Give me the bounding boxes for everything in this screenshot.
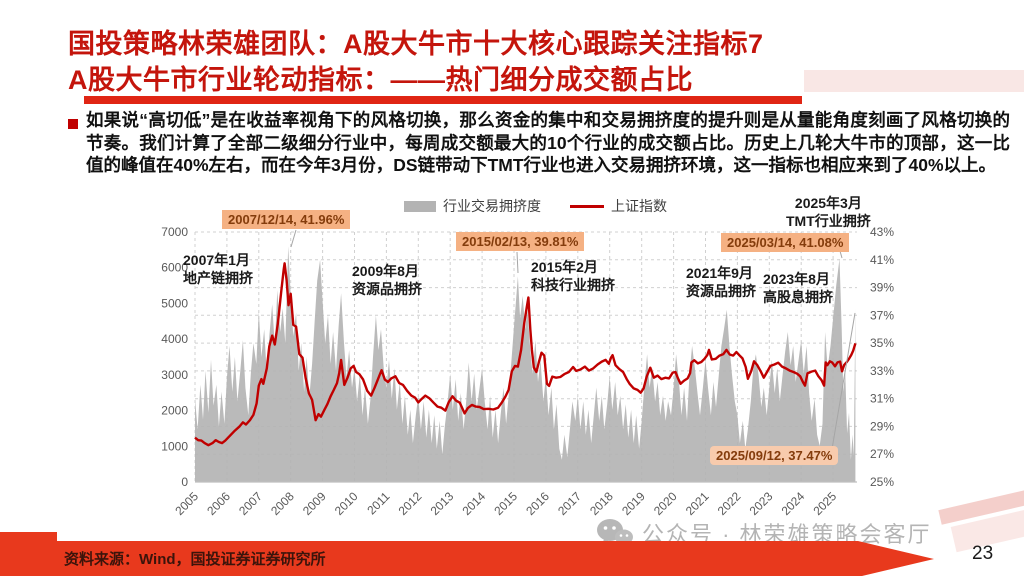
body-paragraph: 如果说“高切低”是在收益率视角下的风格切换，那么资金的集中和交易拥挤度的提升则是… — [86, 110, 1010, 175]
callout-2025-september: 2025/09/12, 37.47% — [710, 446, 839, 465]
svg-text:1000: 1000 — [161, 439, 188, 453]
svg-text:25%: 25% — [870, 475, 894, 489]
title-underline — [84, 96, 802, 104]
annotation-2015-tech: 2015年2月 科技行业拥挤 — [531, 259, 615, 293]
svg-text:4000: 4000 — [161, 332, 188, 346]
svg-text:35%: 35% — [870, 336, 894, 350]
svg-text:2005: 2005 — [172, 489, 201, 518]
svg-text:7000: 7000 — [161, 225, 188, 239]
bullet-marker — [68, 119, 78, 129]
slide-title-line1: 国投策略林荣雄团队：A股大牛市十大核心跟踪关注指标7 — [68, 29, 764, 59]
svg-text:2010: 2010 — [332, 489, 361, 518]
svg-text:2016: 2016 — [523, 489, 552, 518]
svg-text:2008: 2008 — [268, 489, 297, 518]
annotation-2009-resources: 2009年8月 资源品拥挤 — [352, 263, 422, 297]
callout-2007-peak: 2007/12/14, 41.96% — [222, 210, 351, 229]
svg-text:2012: 2012 — [396, 489, 425, 518]
svg-text:33%: 33% — [870, 364, 894, 378]
svg-text:2023: 2023 — [747, 489, 776, 518]
page-number: 23 — [972, 543, 994, 564]
legend-label-index: 上证指数 — [611, 198, 667, 214]
svg-text:2017: 2017 — [555, 489, 584, 518]
svg-text:2000: 2000 — [161, 404, 188, 418]
wechat-icon — [597, 519, 633, 547]
svg-text:2018: 2018 — [587, 489, 616, 518]
callout-2015-peak: 2015/02/13, 39.81% — [456, 232, 585, 251]
svg-text:2020: 2020 — [651, 489, 680, 518]
line-legend-swatch — [570, 204, 604, 208]
svg-text:5000: 5000 — [161, 296, 188, 310]
annotation-2023-dividend: 2023年8月 高股息拥挤 — [763, 271, 833, 305]
svg-text:2011: 2011 — [364, 489, 392, 517]
watermark-text: 公众号 · 林荣雄策略会客厅 — [642, 522, 932, 547]
svg-text:2013: 2013 — [428, 489, 457, 518]
slide-title-line2: A股大牛市行业轮动指标：——热门细分成交额占比 — [68, 65, 693, 95]
title-decorative-band — [804, 70, 1024, 92]
svg-text:41%: 41% — [870, 253, 894, 267]
svg-text:2014: 2014 — [459, 489, 488, 518]
svg-text:2025: 2025 — [810, 489, 839, 518]
svg-text:3000: 3000 — [161, 368, 188, 382]
svg-text:2009: 2009 — [300, 489, 329, 518]
svg-text:29%: 29% — [870, 419, 894, 433]
svg-text:2007: 2007 — [236, 489, 265, 518]
svg-text:43%: 43% — [870, 225, 894, 239]
svg-text:27%: 27% — [870, 447, 894, 461]
annotation-2007-property: 2007年1月 地产链拥挤 — [183, 252, 253, 286]
svg-text:2021: 2021 — [683, 489, 712, 518]
source-note: 资料来源：Wind，国投证券证券研究所 — [64, 551, 326, 568]
svg-text:2022: 2022 — [715, 489, 744, 518]
svg-text:2019: 2019 — [619, 489, 648, 518]
annotation-2021-resources: 2021年9月 资源品拥挤 — [686, 265, 756, 299]
annotation-2025-tmt: 2025年3月 TMT行业拥挤 — [786, 195, 871, 229]
svg-text:31%: 31% — [870, 392, 894, 406]
callout-2025-march-peak: 2025/03/14, 41.08% — [721, 233, 850, 252]
svg-text:37%: 37% — [870, 308, 894, 322]
svg-text:2024: 2024 — [779, 489, 808, 518]
svg-text:2006: 2006 — [204, 489, 233, 518]
chart-legend: 行业交易拥挤度 上证指数 — [404, 196, 667, 216]
svg-text:39%: 39% — [870, 281, 894, 295]
watermark: 公众号 · 林荣雄策略会客厅 — [596, 517, 932, 549]
svg-text:2015: 2015 — [491, 489, 520, 518]
svg-text:0: 0 — [181, 475, 188, 489]
area-legend-swatch — [404, 200, 436, 212]
legend-label-crowding: 行业交易拥挤度 — [443, 198, 541, 214]
